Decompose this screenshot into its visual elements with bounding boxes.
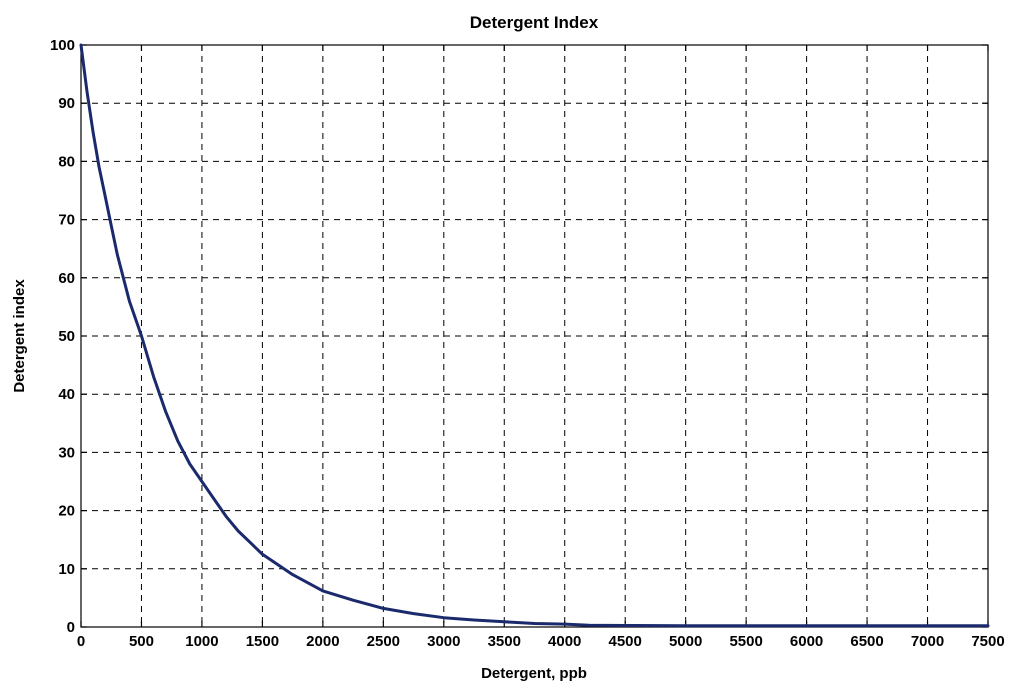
y-tick-label: 70	[58, 212, 75, 229]
x-tick-label: 6500	[850, 633, 883, 650]
x-tick-label: 6000	[790, 633, 823, 650]
x-tick-label: 1000	[185, 633, 218, 650]
grid	[81, 45, 988, 627]
x-tick-label: 5000	[669, 633, 702, 650]
y-tick-label: 30	[58, 444, 75, 461]
x-tick-label: 3000	[427, 633, 460, 650]
y-tick-label: 80	[58, 153, 75, 170]
x-tick-label: 2500	[367, 633, 400, 650]
y-tick-label: 60	[58, 270, 75, 287]
y-tick-label: 90	[58, 95, 75, 112]
x-tick-label: 3500	[488, 633, 521, 650]
x-tick-label: 500	[129, 633, 154, 650]
x-tick-label: 0	[77, 633, 85, 650]
x-tick-label: 7000	[911, 633, 944, 650]
y-axis-label: Detergent index	[11, 279, 28, 393]
x-tick-label: 4000	[548, 633, 581, 650]
x-tick-label: 4500	[609, 633, 642, 650]
x-tick-label: 7500	[971, 633, 1004, 650]
y-tick-label: 40	[58, 386, 75, 403]
x-tick-label: 5500	[729, 633, 762, 650]
y-tick-label: 50	[58, 328, 75, 345]
x-tick-label: 1500	[246, 633, 279, 650]
series-line	[79, 43, 990, 628]
x-tick-label: 2000	[306, 633, 339, 650]
y-tick-label: 10	[58, 561, 75, 578]
series-group	[79, 43, 990, 628]
y-tick-label: 0	[67, 619, 75, 636]
y-tick-label: 100	[50, 37, 75, 54]
axis-ticks: 0 500 1000 1500 2000 2500 3000 3500 4000 4500 5000…	[50, 37, 1005, 650]
x-axis-label: Detergent, ppb	[481, 665, 587, 682]
chart-title: Detergent Index	[470, 13, 599, 32]
y-tick-label: 20	[58, 503, 75, 520]
